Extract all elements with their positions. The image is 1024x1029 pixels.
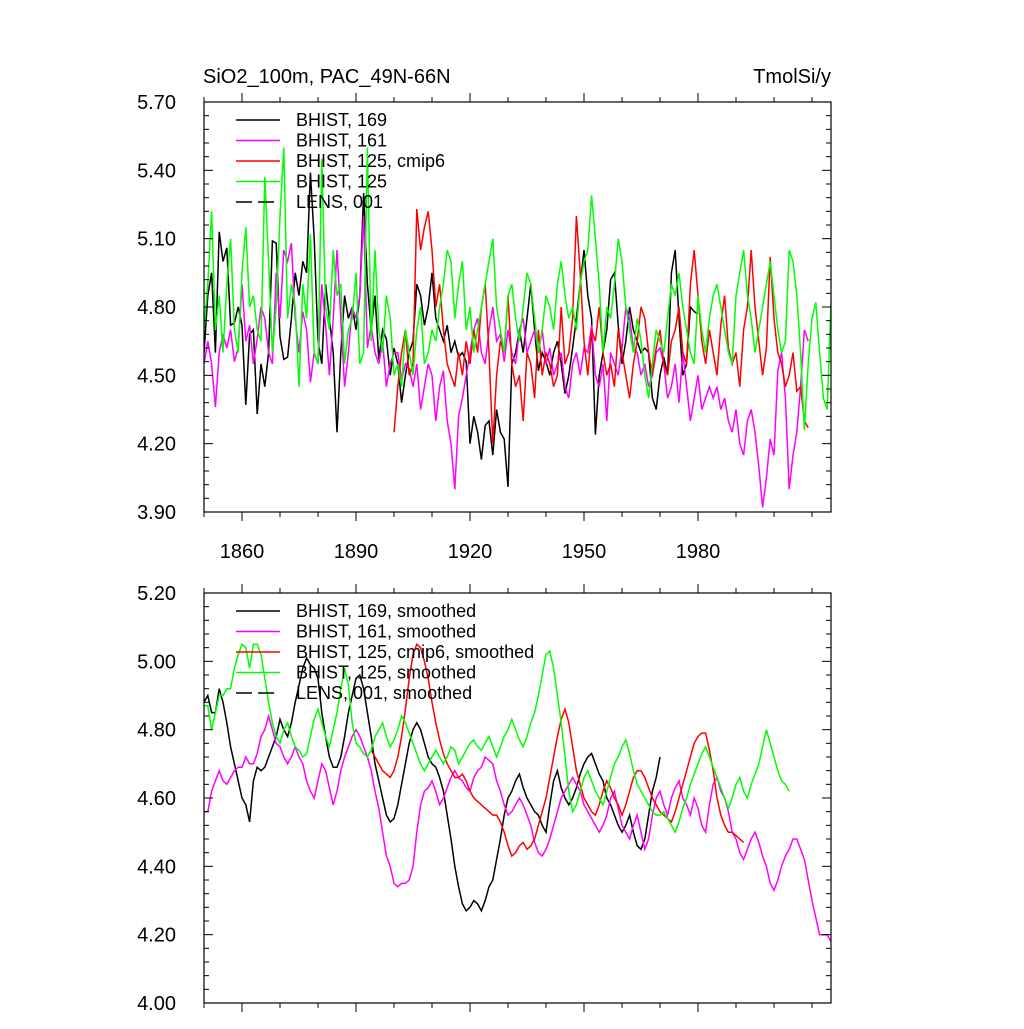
top-xtick-label: 1920 [448,541,493,563]
top-series-line-1 [204,215,809,508]
top-ytick-label: 5.10 [137,229,176,251]
top-ytick-label: 3.90 [137,502,176,524]
bottom-plot-area [204,643,831,944]
top-panel: SiO2_100m, PAC_49N-66N TmolSi/y BHIST, 1… [137,66,832,563]
top-ytick-label: 5.70 [137,92,176,114]
top-plot-area [204,147,831,508]
top-xtick-label: 1860 [220,541,265,563]
top-xtick-label: 1890 [334,541,379,563]
top-ytick-label: 5.40 [137,160,176,182]
top-ytick-label: 4.50 [137,365,176,387]
top-axes: 3.90 4.20 4.50 4.80 5.10 5.40 5.70 1860 1890 1920… [137,92,831,563]
top-xtick-label: 1980 [676,541,721,563]
bottom-ytick-label: 4.40 [137,856,176,878]
top-panel-title-right: TmolSi/y [753,66,831,88]
top-legend-label-4: LENS, 001 [296,192,383,212]
bottom-ytick-label: 5.20 [137,583,176,605]
bottom-ytick-label: 4.80 [137,720,176,742]
top-series-line-3 [204,147,831,431]
bottom-ytick-label: 4.00 [137,993,176,1015]
top-legend-label-2: BHIST, 125, cmip6 [296,151,445,171]
bottom-legend-label-1: BHIST, 161, smoothed [296,622,476,642]
bottom-legend-label-4: LENS, 001, smoothed [296,683,472,703]
bottom-legend-label-3: BHIST, 125, smoothed [296,663,476,683]
bottom-axes: 4.00 4.20 4.40 4.60 4.80 5.00 5.20 [137,583,831,1015]
bottom-series-line-0 [204,656,661,913]
top-legend-label-3: BHIST, 125 [296,172,387,192]
bottom-ytick-label: 4.60 [137,788,176,810]
bottom-legend-label-2: BHIST, 125, cmip6, smoothed [296,642,534,662]
top-legend-label-1: BHIST, 161 [296,131,387,151]
bottom-series-line-2 [370,643,745,858]
bottom-ytick-label: 4.20 [137,925,176,947]
top-ytick-label: 4.80 [137,297,176,319]
bottom-series-line-1 [204,713,831,944]
top-panel-title-left: SiO2_100m, PAC_49N-66N [203,66,451,88]
top-legend-label-0: BHIST, 169 [296,110,387,130]
top-series-line-0 [204,172,699,487]
bottom-series-line-3 [204,643,790,835]
bottom-legend-label-0: BHIST, 169, smoothed [296,601,476,621]
bottom-ytick-label: 5.00 [137,651,176,673]
top-xtick-label: 1950 [562,541,607,563]
top-ytick-label: 4.20 [137,434,176,456]
